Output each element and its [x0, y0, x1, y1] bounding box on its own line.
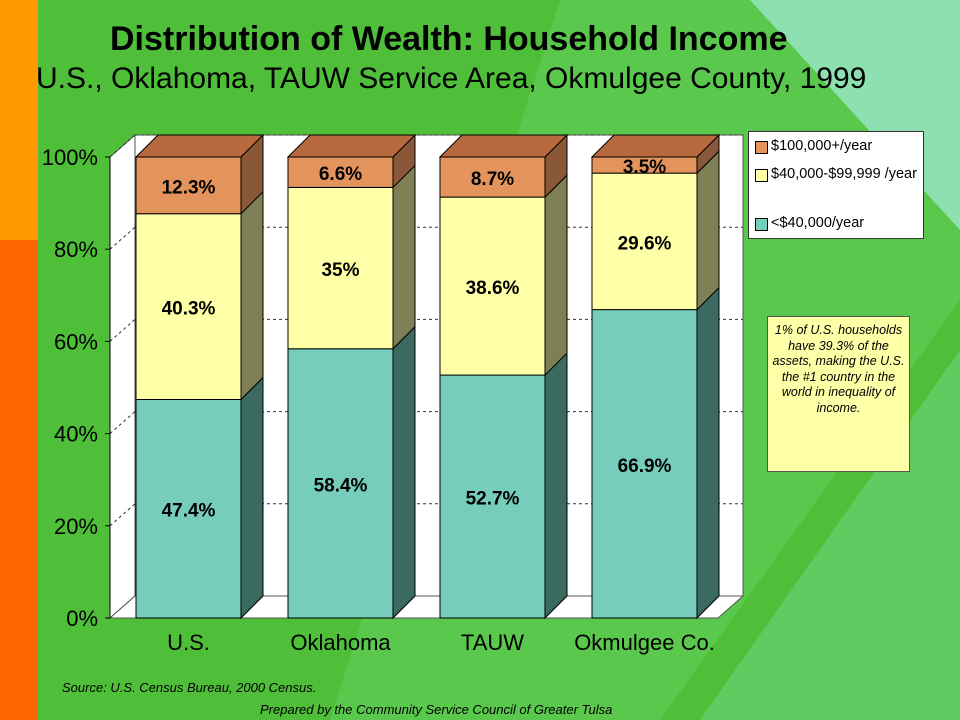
bar-side-low [544, 351, 568, 620]
bar-segment-low [135, 398, 242, 619]
legend-label-low: <$40,000/year [771, 215, 865, 231]
bar-segment-mid [591, 172, 698, 311]
bar-segment-high [439, 156, 546, 198]
x-category-label: U.S. [167, 630, 210, 655]
bar-side-mid [696, 149, 720, 311]
bar-side-mid [544, 173, 568, 377]
data-label: 6.6% [319, 164, 362, 185]
bar-top [590, 134, 721, 158]
bar-segment-high [287, 156, 394, 188]
chart-legend: $100,000+/year $40,000-$99,999 /year <$4… [748, 131, 924, 239]
bar-side-mid [240, 190, 264, 401]
y-tick-label: 40% [54, 422, 98, 447]
credit-text: Prepared by the Community Service Counci… [260, 702, 613, 717]
bar-side-low [240, 376, 264, 620]
bar-segment-low [591, 309, 698, 619]
legend-item-low: <$40,000/year [755, 214, 864, 233]
bar-side-low [696, 286, 720, 620]
data-label: 40.3% [162, 299, 216, 320]
y-tick-label: 60% [54, 329, 98, 354]
data-label: 66.9% [618, 456, 672, 477]
legend-swatch-high [755, 141, 768, 154]
x-category-label: Oklahoma [290, 630, 391, 655]
y-tick-label: 80% [54, 237, 98, 262]
bar-segment-mid [135, 213, 242, 400]
legend-label-mid: $40,000-$99,999 /year [771, 166, 917, 182]
legend-swatch-mid [755, 169, 768, 182]
bar-side-mid [392, 164, 416, 350]
data-label: 35% [321, 260, 359, 281]
data-label: 58.4% [314, 475, 368, 496]
y-tick-label: 100% [42, 145, 98, 170]
data-label: 29.6% [618, 233, 672, 254]
y-tick-label: 20% [54, 514, 98, 539]
inequality-note: 1% of U.S. households have 39.3% of the … [767, 316, 910, 472]
y-tick-label: 0% [66, 606, 98, 631]
slide-subtitle: U.S., Oklahoma, TAUW Service Area, Okmul… [36, 62, 867, 95]
x-category-label: TAUW [461, 630, 524, 655]
x-category-label: Okmulgee Co. [574, 630, 715, 655]
bar-top [286, 134, 417, 158]
accent-bar-top [0, 0, 38, 240]
legend-item-mid: $40,000-$99,999 /year [755, 165, 920, 184]
legend-swatch-low [755, 218, 768, 231]
source-text: Source: U.S. Census Bureau, 2000 Census. [62, 680, 317, 695]
plot-side-wall [109, 133, 136, 620]
legend-item-high: $100,000+/year [755, 137, 872, 156]
bar-side-low [392, 325, 416, 620]
bar-segment-low [287, 348, 394, 619]
bar-top [438, 134, 569, 158]
bar-segment-mid [439, 196, 546, 376]
data-label: 8.7% [471, 169, 514, 190]
data-label: 12.3% [162, 177, 216, 198]
slide-title: Distribution of Wealth: Household Income [110, 20, 788, 58]
bar-segment-mid [287, 186, 394, 350]
data-label: 38.6% [466, 278, 520, 299]
bar-top [134, 134, 265, 158]
data-label: 3.5% [623, 157, 666, 178]
accent-bar-bottom [0, 240, 38, 720]
legend-label-high: $100,000+/year [771, 138, 873, 154]
data-label: 52.7% [466, 489, 520, 510]
data-label: 47.4% [162, 501, 216, 522]
